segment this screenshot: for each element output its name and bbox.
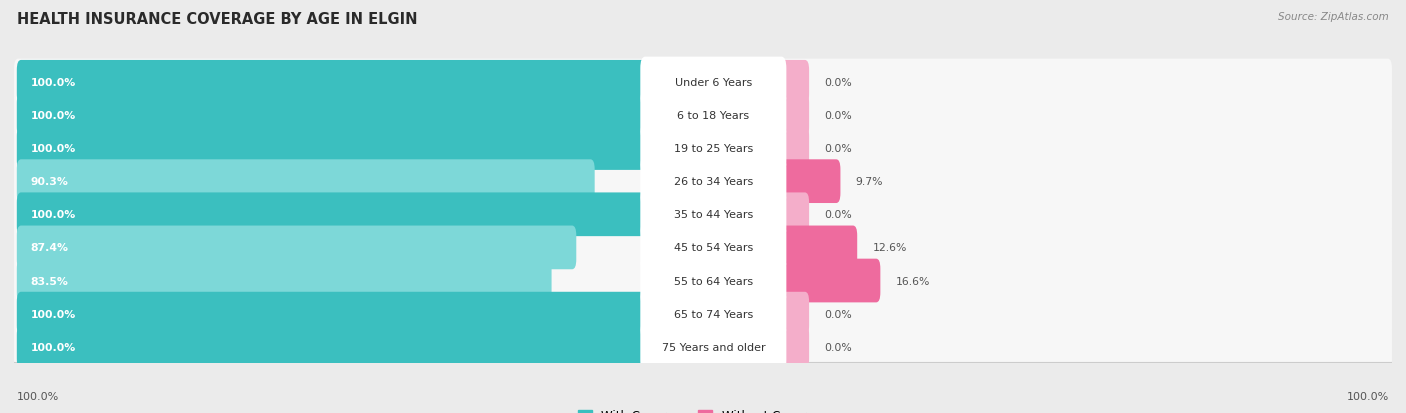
FancyBboxPatch shape bbox=[776, 193, 808, 237]
Text: 100.0%: 100.0% bbox=[31, 78, 76, 88]
FancyBboxPatch shape bbox=[17, 226, 576, 270]
FancyBboxPatch shape bbox=[17, 160, 595, 204]
FancyBboxPatch shape bbox=[17, 94, 657, 138]
FancyBboxPatch shape bbox=[776, 325, 808, 369]
FancyBboxPatch shape bbox=[14, 291, 1392, 337]
Text: 83.5%: 83.5% bbox=[31, 276, 69, 286]
Text: 35 to 44 Years: 35 to 44 Years bbox=[673, 210, 754, 220]
FancyBboxPatch shape bbox=[776, 292, 808, 336]
FancyBboxPatch shape bbox=[776, 61, 808, 104]
FancyBboxPatch shape bbox=[14, 159, 1392, 205]
Text: 0.0%: 0.0% bbox=[824, 78, 852, 88]
FancyBboxPatch shape bbox=[776, 259, 880, 303]
Text: Under 6 Years: Under 6 Years bbox=[675, 78, 752, 88]
Text: 55 to 64 Years: 55 to 64 Years bbox=[673, 276, 752, 286]
Text: 0.0%: 0.0% bbox=[824, 210, 852, 220]
FancyBboxPatch shape bbox=[14, 93, 1392, 139]
Text: 12.6%: 12.6% bbox=[872, 243, 907, 253]
Text: 100.0%: 100.0% bbox=[31, 111, 76, 121]
Text: 0.0%: 0.0% bbox=[824, 342, 852, 352]
FancyBboxPatch shape bbox=[640, 157, 786, 207]
Text: 0.0%: 0.0% bbox=[824, 309, 852, 319]
FancyBboxPatch shape bbox=[17, 259, 551, 303]
FancyBboxPatch shape bbox=[14, 59, 1392, 106]
Text: 100.0%: 100.0% bbox=[31, 309, 76, 319]
FancyBboxPatch shape bbox=[776, 160, 841, 204]
Text: 9.7%: 9.7% bbox=[856, 177, 883, 187]
Text: 87.4%: 87.4% bbox=[31, 243, 69, 253]
FancyBboxPatch shape bbox=[776, 127, 808, 171]
FancyBboxPatch shape bbox=[640, 123, 786, 174]
Text: 100.0%: 100.0% bbox=[31, 210, 76, 220]
Text: 90.3%: 90.3% bbox=[31, 177, 69, 187]
FancyBboxPatch shape bbox=[14, 324, 1392, 370]
FancyBboxPatch shape bbox=[640, 289, 786, 339]
Text: 100.0%: 100.0% bbox=[31, 144, 76, 154]
FancyBboxPatch shape bbox=[17, 325, 657, 369]
FancyBboxPatch shape bbox=[640, 256, 786, 306]
Text: 26 to 34 Years: 26 to 34 Years bbox=[673, 177, 754, 187]
FancyBboxPatch shape bbox=[17, 127, 657, 171]
Text: Source: ZipAtlas.com: Source: ZipAtlas.com bbox=[1278, 12, 1389, 22]
Text: HEALTH INSURANCE COVERAGE BY AGE IN ELGIN: HEALTH INSURANCE COVERAGE BY AGE IN ELGI… bbox=[17, 12, 418, 27]
FancyBboxPatch shape bbox=[640, 223, 786, 273]
FancyBboxPatch shape bbox=[14, 225, 1392, 271]
FancyBboxPatch shape bbox=[640, 57, 786, 108]
Text: 16.6%: 16.6% bbox=[896, 276, 929, 286]
FancyBboxPatch shape bbox=[640, 90, 786, 141]
Text: 0.0%: 0.0% bbox=[824, 144, 852, 154]
FancyBboxPatch shape bbox=[17, 292, 657, 336]
FancyBboxPatch shape bbox=[14, 258, 1392, 304]
FancyBboxPatch shape bbox=[17, 61, 657, 104]
Text: 75 Years and older: 75 Years and older bbox=[661, 342, 765, 352]
FancyBboxPatch shape bbox=[17, 193, 657, 237]
FancyBboxPatch shape bbox=[640, 190, 786, 240]
Text: 0.0%: 0.0% bbox=[824, 111, 852, 121]
Text: 45 to 54 Years: 45 to 54 Years bbox=[673, 243, 754, 253]
FancyBboxPatch shape bbox=[776, 226, 858, 270]
FancyBboxPatch shape bbox=[776, 94, 808, 138]
Text: 19 to 25 Years: 19 to 25 Years bbox=[673, 144, 754, 154]
Legend: With Coverage, Without Coverage: With Coverage, Without Coverage bbox=[572, 404, 834, 413]
Text: 6 to 18 Years: 6 to 18 Years bbox=[678, 111, 749, 121]
Text: 100.0%: 100.0% bbox=[1347, 391, 1389, 401]
FancyBboxPatch shape bbox=[14, 126, 1392, 172]
FancyBboxPatch shape bbox=[640, 322, 786, 372]
Text: 100.0%: 100.0% bbox=[17, 391, 59, 401]
Text: 100.0%: 100.0% bbox=[31, 342, 76, 352]
FancyBboxPatch shape bbox=[14, 192, 1392, 238]
Text: 65 to 74 Years: 65 to 74 Years bbox=[673, 309, 754, 319]
